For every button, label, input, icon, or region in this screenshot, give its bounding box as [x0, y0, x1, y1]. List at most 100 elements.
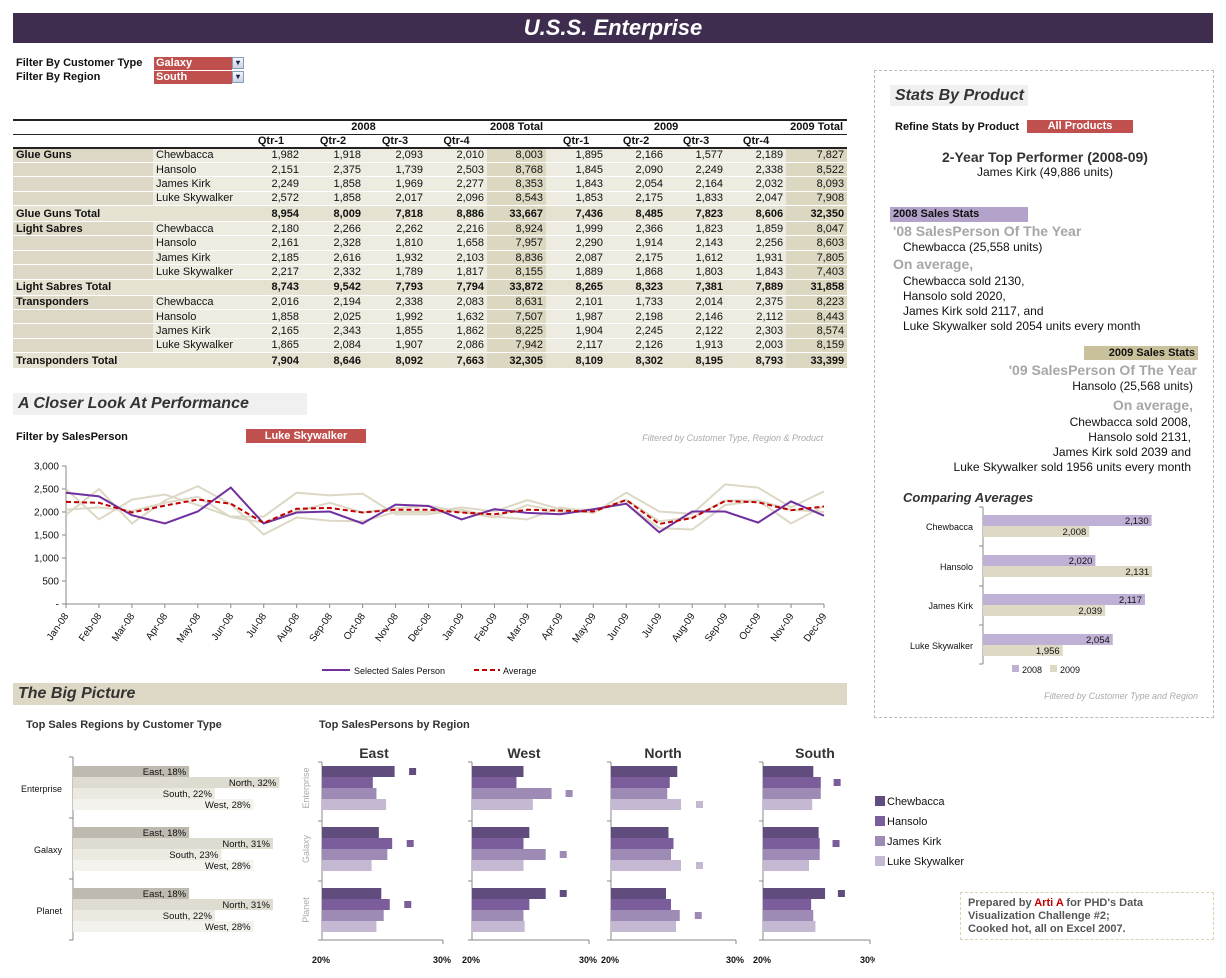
bar-hansolo [322, 838, 393, 849]
bar-value-label: North, 32% [229, 778, 277, 789]
x-tick-label: Jun-08 [210, 611, 237, 643]
value-cell: 8,093 [786, 176, 848, 192]
total-value-cell: 7,794 [426, 279, 488, 296]
x-tick-label: Feb-08 [77, 611, 104, 644]
dropdown-arrow-icon[interactable]: ▾ [232, 57, 244, 69]
value-cell: 2,017 [364, 191, 426, 207]
value-cell: 2,328 [302, 235, 364, 251]
total-value-cell: 8,646 [302, 352, 364, 370]
bar-chewbacca [472, 827, 530, 838]
table-row: Glue Guns Chewbacca 1,982 1,918 2,093 2,010 8,… [13, 148, 848, 163]
bar-chewbacca [322, 827, 379, 838]
bar-value-label: 2,117 [1119, 595, 1142, 606]
person-cell: Luke Skywalker [153, 338, 240, 354]
total-value-cell: 7,381 [666, 279, 727, 296]
value-cell: 1,810 [364, 235, 426, 251]
series-line-selected-sales-person [65, 486, 825, 534]
value-cell: 8,603 [786, 235, 848, 251]
bar-hansolo [763, 838, 820, 849]
person-cell: Chewbacca [153, 148, 240, 163]
value-cell: 2,366 [606, 221, 667, 237]
product-cell [13, 309, 153, 325]
salespersons-chart-title: Top SalesPersons by Region [319, 719, 470, 731]
product-cell [13, 338, 153, 354]
legend-label: Luke Skywalker [887, 856, 965, 868]
bar-value-label: 2,008 [1063, 527, 1087, 538]
table-header-years: 2008 2008 Total 2009 2009 Total [13, 119, 848, 135]
filter-customer-type: Filter By Customer Type Galaxy ▾ [16, 57, 244, 70]
stats-2008-header: 2008 Sales Stats [890, 207, 1028, 222]
bar-james-kirk [322, 910, 384, 921]
value-cell: 1,632 [426, 309, 488, 325]
x-tick-label: Oct-09 [737, 611, 763, 642]
value-cell: 1,843 [546, 176, 607, 192]
value-cell: 2,014 [666, 295, 727, 311]
series-line-other [65, 485, 825, 536]
person-cell: Luke Skywalker [153, 264, 240, 280]
bar-luke-skywalker [763, 799, 813, 810]
product-select[interactable]: All Products [1027, 120, 1133, 133]
value-cell: 2,175 [606, 250, 667, 266]
x-tick-label: 30% [579, 955, 597, 965]
header-quarter: Qtr-1 [240, 134, 302, 149]
top-person-marker [559, 851, 567, 858]
value-cell: 2,180 [240, 221, 302, 237]
total-value-cell: 7,793 [364, 279, 426, 296]
value-cell: 2,083 [426, 295, 488, 311]
y-tick-label: 2,500 [34, 485, 59, 496]
value-cell: 1,739 [364, 162, 426, 178]
region-select[interactable]: South [154, 71, 232, 84]
value-cell: 1,577 [666, 148, 727, 163]
person-cell: James Kirk [153, 250, 240, 266]
value-cell: 2,112 [726, 309, 787, 325]
bar-james-kirk [472, 788, 552, 799]
value-cell: 2,198 [606, 309, 667, 325]
value-cell: 8,159 [786, 338, 848, 354]
comparing-averages-title: Comparing Averages [903, 490, 1034, 505]
legend-label: Chewbacca [887, 796, 945, 808]
x-tick-label: May-09 [571, 611, 599, 645]
value-cell: 8,155 [487, 264, 547, 280]
total-value-cell: 8,485 [606, 205, 667, 223]
bar-luke-skywalker [322, 799, 387, 810]
top-person-marker [559, 890, 567, 897]
value-cell: 2,185 [240, 250, 302, 266]
x-tick-label: 20% [753, 955, 771, 965]
table-header-quarters: Qtr-1 Qtr-2 Qtr-3 Qtr-4 Qtr-1 Qtr-2 Qtr-3 Qtr-4 [13, 134, 848, 149]
value-cell: 7,805 [786, 250, 848, 266]
legend-item: James Kirk [875, 836, 941, 848]
customer-type-select[interactable]: Galaxy [154, 57, 232, 70]
dropdown-arrow-icon[interactable]: ▾ [232, 71, 244, 83]
bar-luke-skywalker [472, 799, 533, 810]
value-cell: 2,054 [606, 176, 667, 192]
x-tick-label: 30% [860, 955, 875, 965]
top-person-marker [833, 779, 841, 786]
value-cell: 2,217 [240, 264, 302, 280]
series-line-average [65, 498, 825, 526]
total-value-cell: 8,323 [606, 279, 667, 296]
value-cell: 2,216 [426, 221, 488, 237]
x-tick-label: Nov-09 [769, 611, 797, 644]
x-tick-label: Apr-09 [540, 611, 566, 642]
sales-pivot-table: 2008 2008 Total 2009 2009 Total Qtr-1 Qtr-2 Qt… [13, 119, 848, 370]
value-cell: 8,353 [487, 176, 547, 192]
value-cell: 2,262 [364, 221, 426, 237]
avg-2009-line: Chewbacca sold 2008, [1069, 415, 1191, 429]
header-cell [13, 119, 240, 135]
value-cell: 2,249 [666, 162, 727, 178]
salesperson-select[interactable]: Luke Skywalker [246, 429, 366, 443]
value-cell: 8,047 [786, 221, 848, 237]
bar-chewbacca [611, 766, 678, 777]
value-cell: 2,165 [240, 323, 302, 339]
total-value-cell: 8,954 [240, 205, 302, 223]
x-tick-label: Jul-09 [640, 611, 665, 640]
top-performer-title: 2-Year Top Performer (2008-09) [942, 149, 1148, 165]
prepared-text: Cooked hot, all on Excel 2007. [968, 923, 1126, 935]
total-value-cell: 33,399 [786, 352, 848, 370]
value-cell: 2,025 [302, 309, 364, 325]
total-value-cell: 32,305 [487, 352, 547, 370]
bar-north [73, 777, 280, 788]
avg-2008-line: James Kirk sold 2117, and [903, 304, 1044, 318]
bar-chewbacca [611, 827, 669, 838]
bar-west [73, 921, 254, 932]
